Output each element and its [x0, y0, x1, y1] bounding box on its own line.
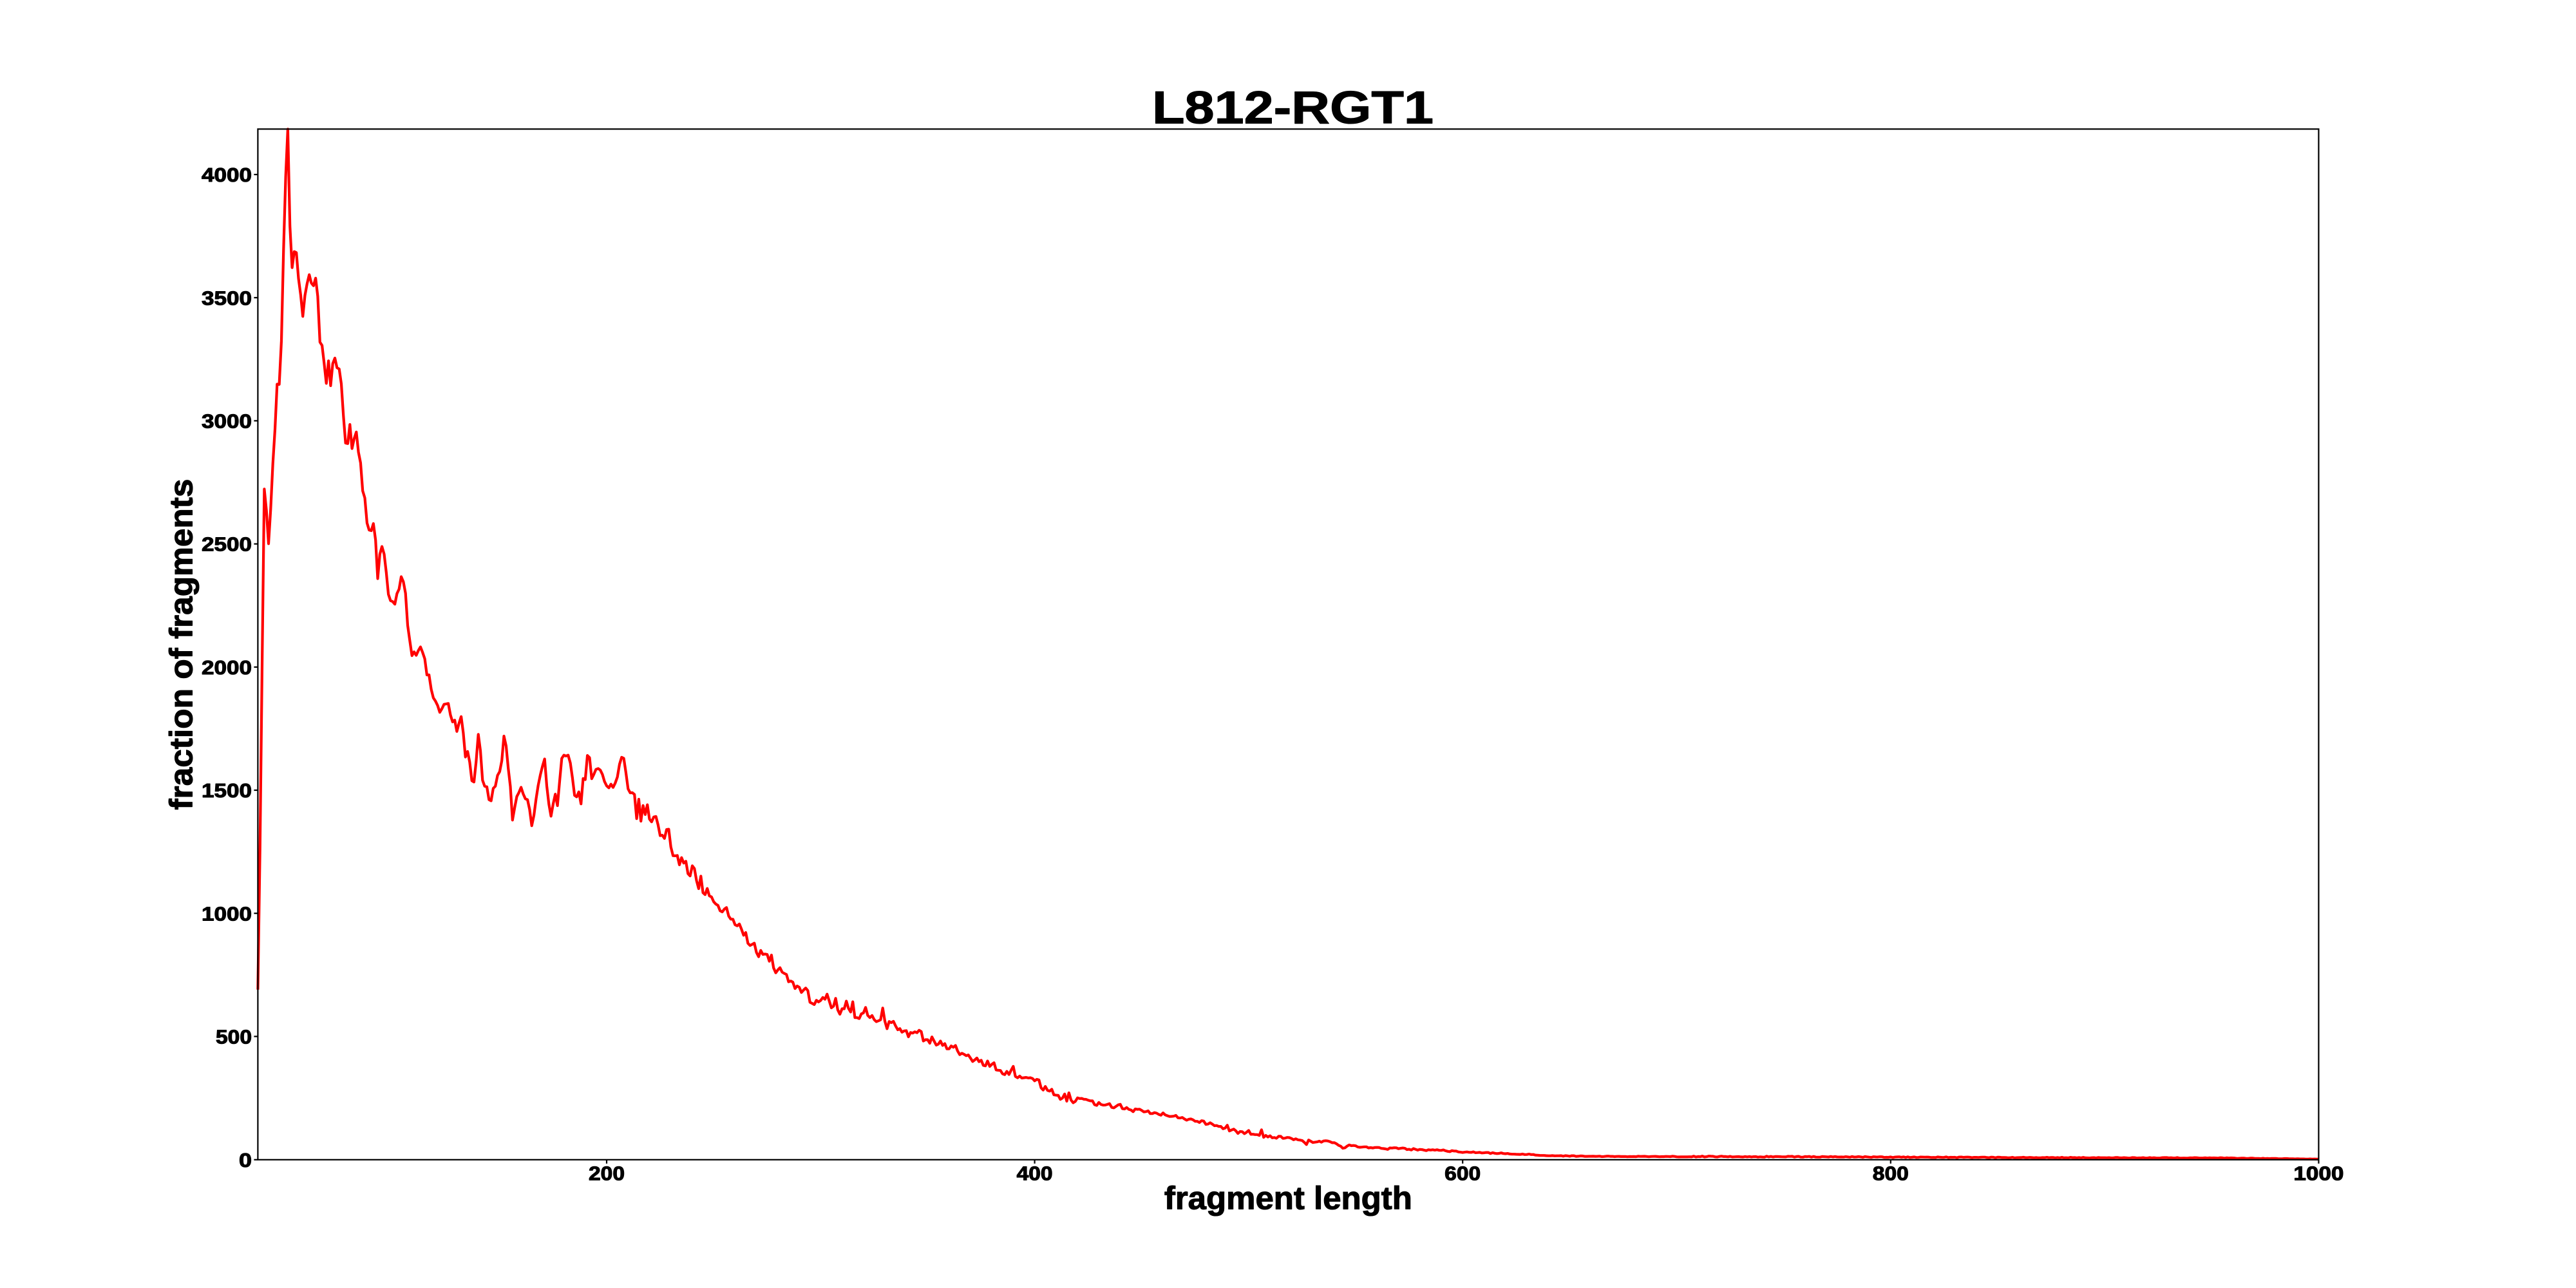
svg-text:4000: 4000: [202, 164, 252, 186]
svg-text:2500: 2500: [202, 533, 252, 556]
svg-text:600: 600: [1444, 1162, 1481, 1185]
svg-text:2000: 2000: [202, 656, 252, 679]
svg-text:fraction of fragments: fraction of fragments: [164, 479, 200, 810]
svg-text:fragment length: fragment length: [1164, 1180, 1412, 1216]
svg-text:3500: 3500: [202, 287, 252, 309]
svg-text:0: 0: [239, 1149, 252, 1171]
svg-text:500: 500: [216, 1026, 252, 1048]
svg-text:200: 200: [589, 1162, 625, 1185]
svg-text:1500: 1500: [202, 779, 252, 802]
svg-text:1000: 1000: [2293, 1162, 2344, 1185]
svg-text:L812-RGT1: L812-RGT1: [1152, 83, 1434, 134]
svg-text:3000: 3000: [202, 410, 252, 433]
svg-text:800: 800: [1873, 1162, 1909, 1185]
svg-text:400: 400: [1017, 1162, 1053, 1185]
svg-text:1000: 1000: [202, 902, 252, 925]
